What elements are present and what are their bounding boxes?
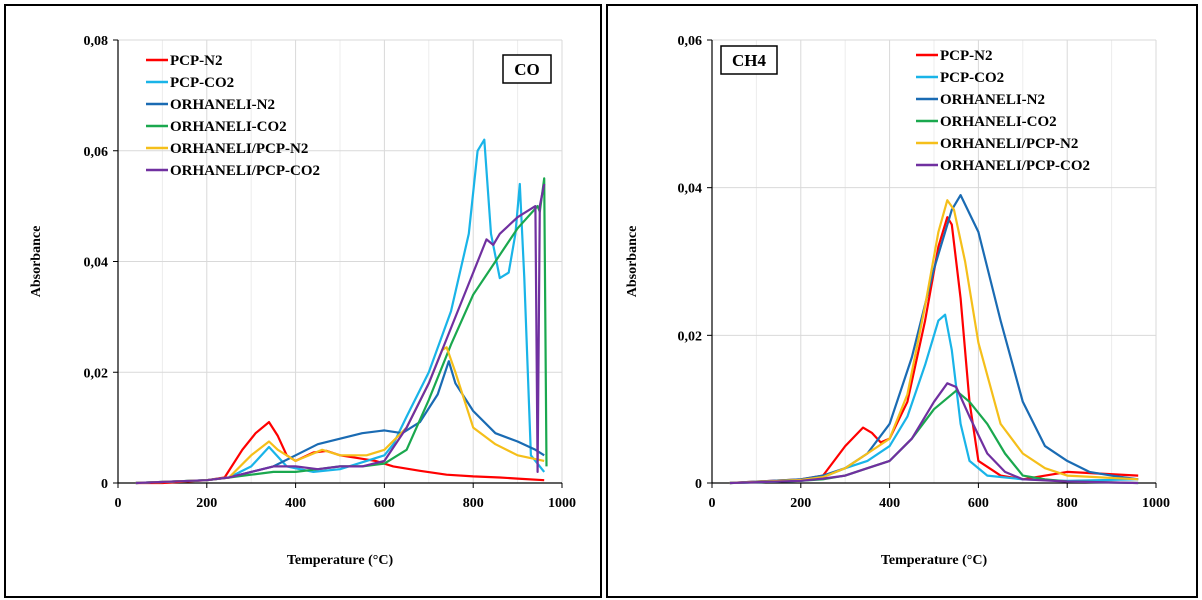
chart1-x-tick-label: 200 (790, 496, 811, 511)
chart1-series-line-orhaneli-pcp-co2 (729, 382, 1139, 485)
ch4-chart: 0 200 400 600 800 1000 0 0,02 0,04 0,06 Temperatur… (625, 34, 1170, 568)
chart1-x-tick-label: 0 (709, 496, 716, 511)
chart1-y-axis-label: Absorbance (625, 226, 640, 298)
ch4-chart-panel: 0 200 400 600 800 1000 0 0,02 0,04 0,06 Temperatur… (606, 4, 1198, 598)
chart1-x-tick-label: 400 (879, 496, 900, 511)
chart0-y-tick-label: 0,04 (84, 256, 109, 271)
chart0-legend-label: ORHANELI/PCP-CO2 (170, 163, 320, 179)
chart1-legend-label: ORHANELI-CO2 (940, 114, 1057, 130)
chart0-legend-label: ORHANELI/PCP-N2 (170, 141, 308, 157)
chart0-x-tick-label: 600 (374, 496, 395, 511)
chart0-gas-label: CO (514, 60, 540, 79)
chart0-legend-label: PCP-N2 (170, 53, 223, 69)
chart0-x-tick-label: 1000 (548, 496, 576, 511)
chart1-x-tick-label: 600 (968, 496, 989, 511)
chart1-legend-label: PCP-CO2 (940, 70, 1004, 86)
chart0-series-line-orhaneli-pcp-co2 (135, 183, 546, 485)
co-chart: 0 200 400 600 800 1000 0 0,02 0,04 0,06 0,08 Temper… (29, 34, 576, 568)
chart0-x-axis-label: Temperature (°C) (287, 553, 394, 568)
chart1-legend-label: ORHANELI/PCP-N2 (940, 136, 1078, 152)
chart1-x-axis-label: Temperature (°C) (881, 553, 988, 568)
chart1-y-tick-label: 0 (695, 477, 702, 492)
chart0-x-tick-label: 400 (285, 496, 306, 511)
chart0-x-tick-label: 800 (463, 496, 484, 511)
chart0-series-line-pcp-co2 (135, 138, 546, 485)
chart0-y-tick-label: 0,02 (84, 366, 109, 381)
chart0-y-tick-label: 0 (101, 477, 108, 492)
co-chart-panel: 0 200 400 600 800 1000 0 0,02 0,04 0,06 0,08 Temper… (4, 4, 602, 598)
chart0-y-tick-label: 0,08 (84, 34, 109, 49)
chart1-gas-label-box (720, 45, 778, 75)
chart0-series-line-orhaneli-pcp-n2 (135, 346, 545, 485)
chart0-legend-label: ORHANELI-CO2 (170, 119, 287, 135)
chart0-legend-label: PCP-CO2 (170, 75, 234, 91)
chart1-legend-label: PCP-N2 (940, 48, 993, 64)
chart0-gas-label-box (502, 54, 552, 84)
chart1-series-line-pcp-n2 (729, 216, 1139, 485)
chart1-series-line-orhaneli-pcp-n2 (729, 199, 1139, 485)
chart1-y-tick-label: 0,02 (678, 329, 703, 344)
chart0-y-axis-label: Absorbance (29, 226, 44, 298)
chart0-y-tick-label: 0,06 (84, 145, 109, 160)
chart0-legend-label: ORHANELI-N2 (170, 97, 275, 113)
chart1-legend-label: ORHANELI/PCP-CO2 (940, 158, 1090, 174)
chart0-x-tick-label: 200 (196, 496, 217, 511)
chart1-y-tick-label: 0,06 (678, 34, 703, 49)
chart1-x-tick-label: 1000 (1142, 496, 1170, 511)
chart1-y-tick-label: 0,04 (678, 182, 703, 197)
chart0-x-tick-label: 0 (115, 496, 122, 511)
chart1-gas-label: CH4 (732, 51, 767, 70)
chart1-legend-label: ORHANELI-N2 (940, 92, 1045, 108)
chart1-x-tick-label: 800 (1057, 496, 1078, 511)
